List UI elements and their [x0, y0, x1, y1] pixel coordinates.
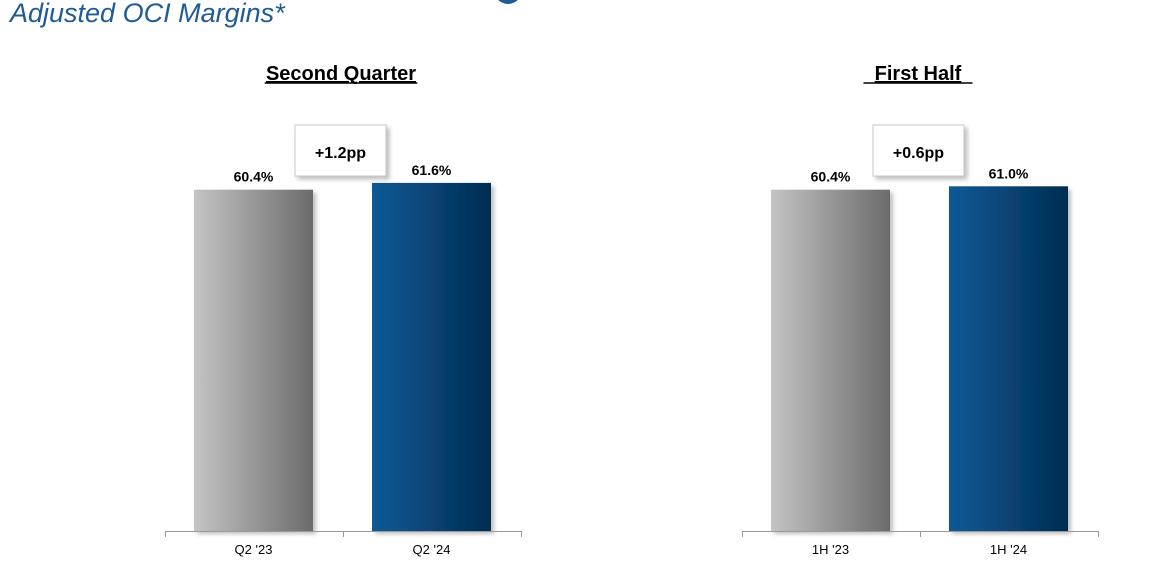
- category-tick-label: Q2 '24: [413, 542, 451, 557]
- bar-current: [372, 182, 491, 531]
- bar-value-label: 60.4%: [234, 169, 274, 185]
- bar-value-label: 61.0%: [989, 165, 1029, 181]
- change-callout-box: [872, 124, 965, 177]
- chart-title: First Half: [875, 63, 962, 85]
- bar-current: [949, 186, 1068, 532]
- bar-prior: [194, 189, 313, 531]
- category-tick-label: 1H '23: [812, 542, 849, 557]
- bar-value-label: 60.4%: [811, 169, 851, 185]
- bar-value-label: 61.6%: [412, 162, 452, 178]
- change-callout-box: [294, 124, 387, 177]
- category-tick-label: 1H '24: [990, 542, 1027, 557]
- change-callout-label: +0.6pp: [893, 145, 944, 162]
- chart-title: Second Quarter: [266, 63, 416, 85]
- change-callout-label: +1.2pp: [315, 145, 366, 162]
- bar-prior: [771, 189, 890, 531]
- category-tick-label: Q2 '23: [235, 542, 273, 557]
- page-title: Adjusted OCI Margins*: [10, 0, 285, 28]
- clipped-heading-fragment: [488, 0, 528, 20]
